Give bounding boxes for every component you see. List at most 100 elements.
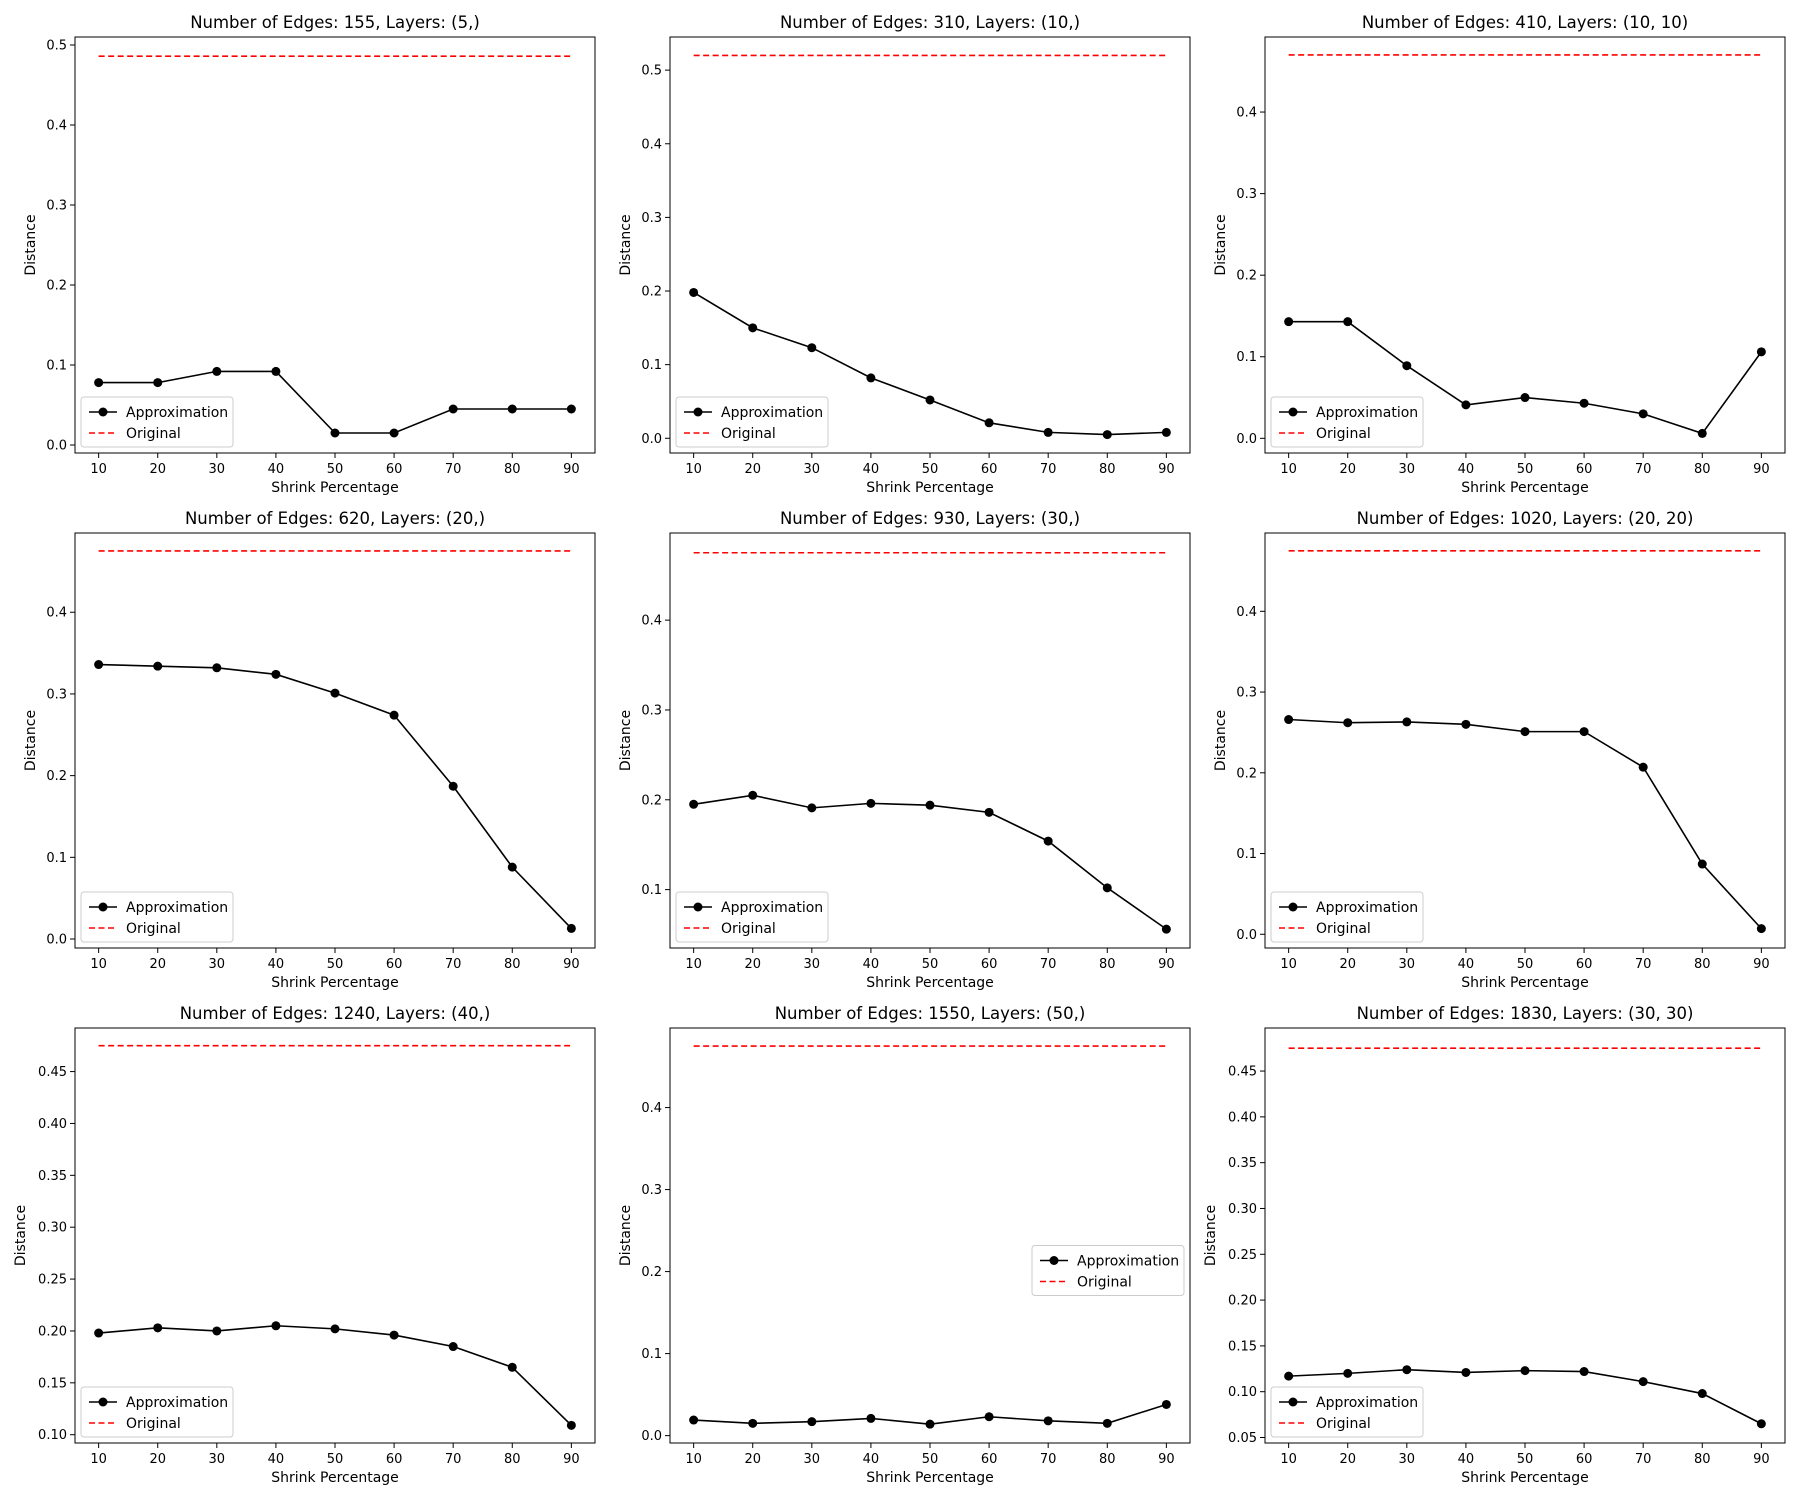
y-axis-label: Distance bbox=[13, 1205, 29, 1266]
x-tick-label: 80 bbox=[504, 1452, 521, 1467]
x-tick-label: 30 bbox=[804, 1452, 821, 1467]
approximation-point bbox=[807, 1417, 817, 1427]
x-axis-label: Shrink Percentage bbox=[866, 480, 994, 496]
y-axis-label: Distance bbox=[618, 214, 634, 275]
approximation-point bbox=[507, 862, 517, 872]
approximation-point bbox=[94, 660, 104, 670]
approximation-point bbox=[866, 798, 876, 808]
x-tick-label: 80 bbox=[1099, 462, 1116, 477]
subplot-title: Number of Edges: 310, Layers: (10,) bbox=[780, 13, 1080, 32]
legend-approximation-marker bbox=[98, 1397, 108, 1407]
y-tick-label: 0.05 bbox=[1228, 1431, 1257, 1446]
plot-frame bbox=[669, 36, 1191, 454]
x-tick-label: 60 bbox=[386, 1452, 403, 1467]
y-tick-label: 0.4 bbox=[1236, 106, 1257, 121]
x-tick-label: 90 bbox=[1753, 1452, 1770, 1467]
approximation-point bbox=[507, 404, 517, 414]
approximation-point bbox=[1579, 1367, 1589, 1377]
legend-original-label: Original bbox=[721, 426, 776, 442]
y-tick-label: 0.10 bbox=[1228, 1385, 1257, 1400]
y-tick-label: 0.35 bbox=[1228, 1156, 1257, 1171]
x-axis-label: Shrink Percentage bbox=[271, 975, 399, 991]
x-tick-label: 40 bbox=[1458, 462, 1475, 477]
approximation-point bbox=[153, 378, 163, 388]
approximation-point bbox=[389, 710, 399, 720]
approximation-point bbox=[271, 1321, 281, 1331]
legend-original-label: Original bbox=[1316, 426, 1371, 442]
approximation-point bbox=[153, 661, 163, 671]
y-tick-label: 0.3 bbox=[641, 211, 662, 226]
subplot-7: Number of Edges: 1240, Layers: (40,) 10 20… bbox=[13, 1004, 596, 1486]
approximation-point bbox=[448, 1342, 458, 1352]
subplot-1: Number of Edges: 155, Layers: (5,) 10 20 30… bbox=[23, 13, 596, 496]
plot-frame bbox=[74, 36, 596, 454]
y-tick-label: 0.4 bbox=[1236, 605, 1257, 620]
approximation-point bbox=[271, 669, 281, 679]
subplot-title: Number of Edges: 1830, Layers: (30, 30) bbox=[1357, 1004, 1694, 1023]
approximation-point bbox=[1343, 317, 1353, 327]
approximation-point bbox=[507, 1362, 517, 1372]
x-tick-label: 50 bbox=[327, 462, 344, 477]
x-tick-label: 10 bbox=[1280, 1452, 1297, 1467]
legend: Approximation Original bbox=[80, 891, 234, 943]
x-tick-label: 80 bbox=[1694, 462, 1711, 477]
approximation-point bbox=[389, 428, 399, 438]
x-tick-label: 30 bbox=[1399, 1452, 1416, 1467]
approximation-point bbox=[1697, 428, 1707, 438]
plot-frame bbox=[74, 532, 596, 949]
y-tick-label: 0.1 bbox=[641, 1347, 662, 1362]
plot-frame bbox=[1264, 36, 1786, 454]
legend: Approximation Original bbox=[80, 1386, 234, 1438]
y-tick-label: 0.40 bbox=[38, 1117, 67, 1132]
x-tick-label: 90 bbox=[1158, 1452, 1175, 1467]
y-tick-label: 0.4 bbox=[641, 614, 662, 629]
legend-original-label: Original bbox=[1316, 921, 1371, 937]
approximation-point bbox=[1461, 400, 1471, 410]
x-tick-label: 10 bbox=[685, 957, 702, 972]
legend-approximation-label: Approximation bbox=[721, 900, 823, 916]
approximation-point bbox=[807, 803, 817, 813]
x-tick-label: 10 bbox=[90, 957, 107, 972]
x-axis-label: Shrink Percentage bbox=[1461, 975, 1589, 991]
legend: Approximation Original bbox=[675, 891, 829, 943]
x-tick-label: 50 bbox=[922, 957, 939, 972]
x-tick-label: 50 bbox=[1517, 462, 1534, 477]
approximation-point bbox=[689, 1415, 699, 1425]
legend-approximation-marker bbox=[693, 407, 703, 417]
approximation-point bbox=[212, 663, 222, 673]
legend: Approximation Original bbox=[675, 396, 829, 448]
approximation-point bbox=[1161, 1399, 1171, 1409]
approximation-point bbox=[566, 404, 576, 414]
y-tick-label: 0.30 bbox=[1228, 1202, 1257, 1217]
y-tick-label: 0.2 bbox=[1236, 766, 1257, 781]
series-approximation-line bbox=[98, 663, 572, 929]
approximation-point bbox=[1579, 398, 1589, 408]
legend-original-label: Original bbox=[1077, 1275, 1132, 1291]
legend-approximation-marker bbox=[1288, 902, 1298, 912]
x-tick-label: 20 bbox=[744, 957, 761, 972]
approximation-point bbox=[1697, 1389, 1707, 1399]
approximation-point bbox=[1579, 727, 1589, 737]
y-tick-label: 0.3 bbox=[1236, 187, 1257, 202]
legend-approximation-marker bbox=[1049, 1256, 1059, 1265]
x-tick-label: 10 bbox=[90, 462, 107, 477]
x-tick-label: 20 bbox=[1339, 957, 1356, 972]
x-tick-label: 40 bbox=[863, 1452, 880, 1467]
y-tick-label: 0.3 bbox=[641, 703, 662, 718]
x-tick-label: 40 bbox=[863, 957, 880, 972]
legend-box bbox=[1270, 1386, 1424, 1438]
x-tick-label: 60 bbox=[981, 957, 998, 972]
x-tick-label: 70 bbox=[445, 957, 462, 972]
x-tick-label: 20 bbox=[744, 462, 761, 477]
subplot-8: Number of Edges: 1550, Layers: (50,) 10 20… bbox=[618, 1004, 1191, 1486]
x-tick-label: 80 bbox=[504, 462, 521, 477]
subplot-4: Number of Edges: 620, Layers: (20,) 10 20 3… bbox=[23, 509, 596, 991]
legend-original-label: Original bbox=[126, 426, 181, 442]
approximation-point bbox=[689, 287, 699, 297]
x-tick-label: 30 bbox=[209, 957, 226, 972]
plot-frame bbox=[669, 1027, 1191, 1444]
approximation-point bbox=[1756, 924, 1766, 934]
x-tick-label: 80 bbox=[1694, 1452, 1711, 1467]
y-tick-label: 0.0 bbox=[46, 439, 67, 454]
